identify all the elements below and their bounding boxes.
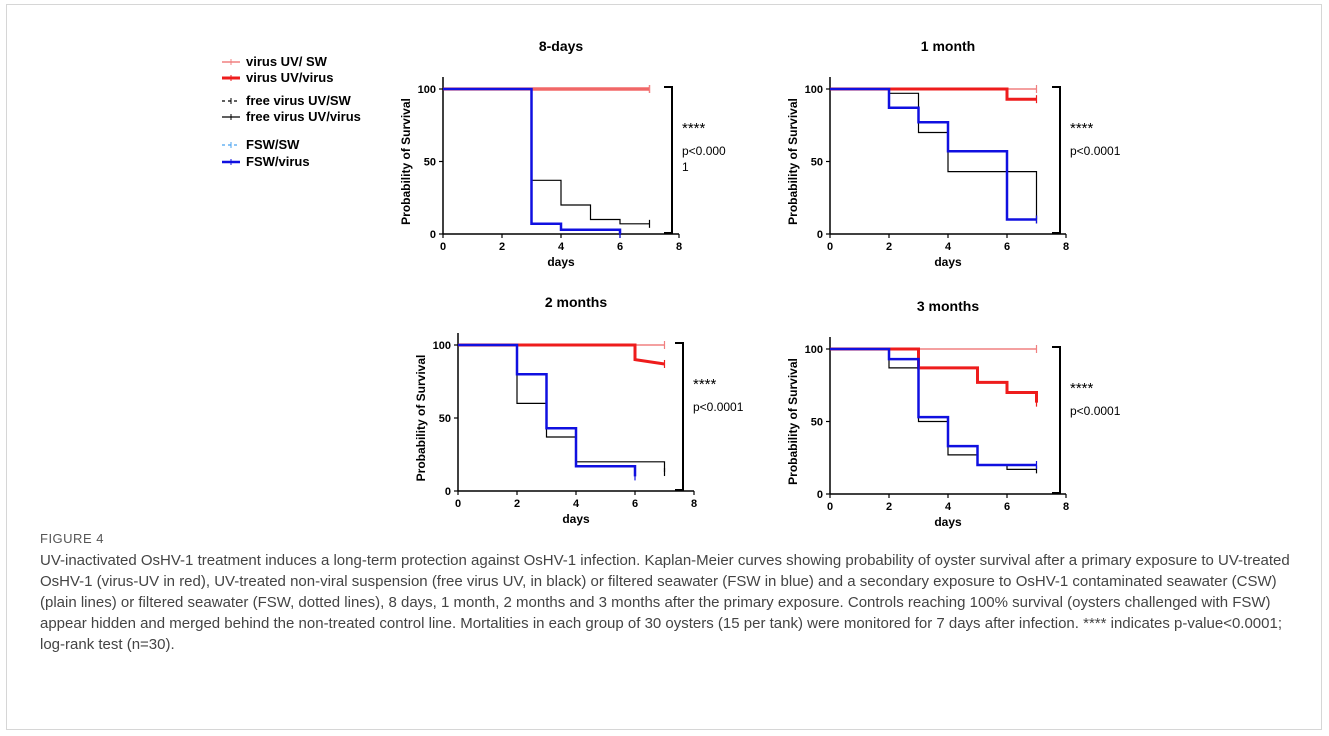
x-axis-label: days (547, 255, 575, 269)
y-tick-label: 0 (817, 489, 823, 501)
series-line (830, 347, 1038, 403)
series-line (458, 343, 665, 366)
legend-item: virus UV/ SW (222, 54, 328, 69)
x-tick-label: 6 (617, 241, 623, 253)
p-value-label: p<0.0001 (1070, 404, 1121, 418)
figure-frame (6, 4, 1322, 730)
x-tick-label: 8 (676, 241, 682, 253)
y-tick-label: 50 (439, 413, 451, 425)
y-axis-label: Probability of Survival (786, 98, 800, 225)
series-line (458, 343, 637, 477)
x-tick-label: 4 (945, 241, 952, 253)
legend-label: virus UV/ SW (246, 54, 328, 69)
x-tick-label: 6 (632, 498, 638, 510)
y-tick-label: 100 (418, 84, 436, 96)
x-tick-label: 4 (558, 241, 565, 253)
legend-item: FSW/SW (222, 137, 300, 152)
chart-title: 2 months (545, 294, 607, 310)
x-tick-label: 6 (1004, 501, 1010, 513)
series-line (830, 347, 1037, 467)
y-tick-label: 0 (430, 229, 436, 241)
x-tick-label: 2 (499, 241, 505, 253)
x-tick-label: 4 (573, 498, 580, 510)
legend-item: FSW/virus (222, 154, 310, 169)
legend-label: free virus UV/SW (246, 93, 351, 108)
y-tick-label: 100 (433, 340, 451, 352)
significance-bracket (664, 86, 673, 234)
x-axis-label: days (562, 512, 590, 526)
x-tick-label: 4 (945, 501, 952, 513)
y-tick-label: 50 (811, 417, 823, 429)
legend-label: virus UV/virus (246, 70, 333, 85)
significance-bracket (1052, 86, 1061, 234)
legend-item: virus UV/virus (222, 70, 333, 85)
x-tick-label: 0 (455, 498, 461, 510)
p-value-label: p<0.0001 (693, 400, 744, 414)
series-line (830, 87, 1037, 101)
legend-label: free virus UV/virus (246, 109, 361, 124)
series-line (458, 344, 666, 472)
y-tick-label: 0 (445, 486, 451, 498)
series-line (830, 87, 1037, 221)
chart-title: 3 months (917, 298, 979, 314)
y-tick-label: 100 (805, 84, 823, 96)
p-value-label: 1 (682, 160, 689, 174)
significance-stars: **** (693, 376, 717, 393)
x-tick-label: 0 (827, 241, 833, 253)
survival-chart: 3 months 0 2 4 6 8 0 50 100 days Probability of Su… (786, 298, 1121, 529)
x-tick-label: 0 (827, 501, 833, 513)
x-tick-label: 8 (1063, 241, 1069, 253)
x-axis-label: days (934, 515, 962, 529)
x-tick-label: 6 (1004, 241, 1010, 253)
caption-text: UV-inactivated OsHV-1 treatment induces … (40, 552, 1290, 653)
x-tick-label: 8 (691, 498, 697, 510)
p-value-label: p<0.000 (682, 144, 726, 158)
x-tick-label: 8 (1063, 501, 1069, 513)
significance-bracket (675, 342, 684, 491)
y-axis-label: Probability of Survival (399, 98, 413, 225)
series-line (443, 87, 622, 234)
legend-item: free virus UV/SW (222, 93, 351, 108)
x-tick-label: 2 (514, 498, 520, 510)
figure-caption: FIGURE 4 UV-inactivated OsHV-1 treatment… (40, 531, 1290, 655)
y-tick-label: 0 (817, 229, 823, 241)
significance-stars: **** (1070, 120, 1094, 137)
series-line (443, 88, 650, 225)
legend-label: FSW/virus (246, 154, 310, 169)
significance-stars: **** (1070, 380, 1094, 397)
survival-chart: 1 month 0 2 4 6 8 0 50 100 days Probability of Sur… (786, 38, 1121, 269)
figure-label: FIGURE 4 (40, 531, 104, 546)
y-axis-label: Probability of Survival (786, 358, 800, 485)
significance-bracket (1052, 346, 1061, 494)
survival-chart: 8-days 0 2 4 6 8 0 50 100 days Probability of Surv… (399, 38, 726, 269)
x-tick-label: 2 (886, 501, 892, 513)
p-value-label: p<0.0001 (1070, 144, 1121, 158)
survival-chart: 2 months 0 2 4 6 8 0 50 100 days Probability of Su… (414, 294, 744, 526)
y-tick-label: 50 (424, 157, 436, 169)
x-tick-label: 2 (886, 241, 892, 253)
legend-item: free virus UV/virus (222, 109, 361, 124)
chart-title: 1 month (921, 38, 975, 54)
x-axis-label: days (934, 255, 962, 269)
series-line (830, 88, 1038, 220)
chart-title: 8-days (539, 38, 584, 54)
y-tick-label: 50 (811, 157, 823, 169)
significance-stars: **** (682, 120, 706, 137)
legend-label: FSW/SW (246, 137, 300, 152)
x-tick-label: 0 (440, 241, 446, 253)
y-axis-label: Probability of Survival (414, 355, 428, 482)
y-tick-label: 100 (805, 344, 823, 356)
